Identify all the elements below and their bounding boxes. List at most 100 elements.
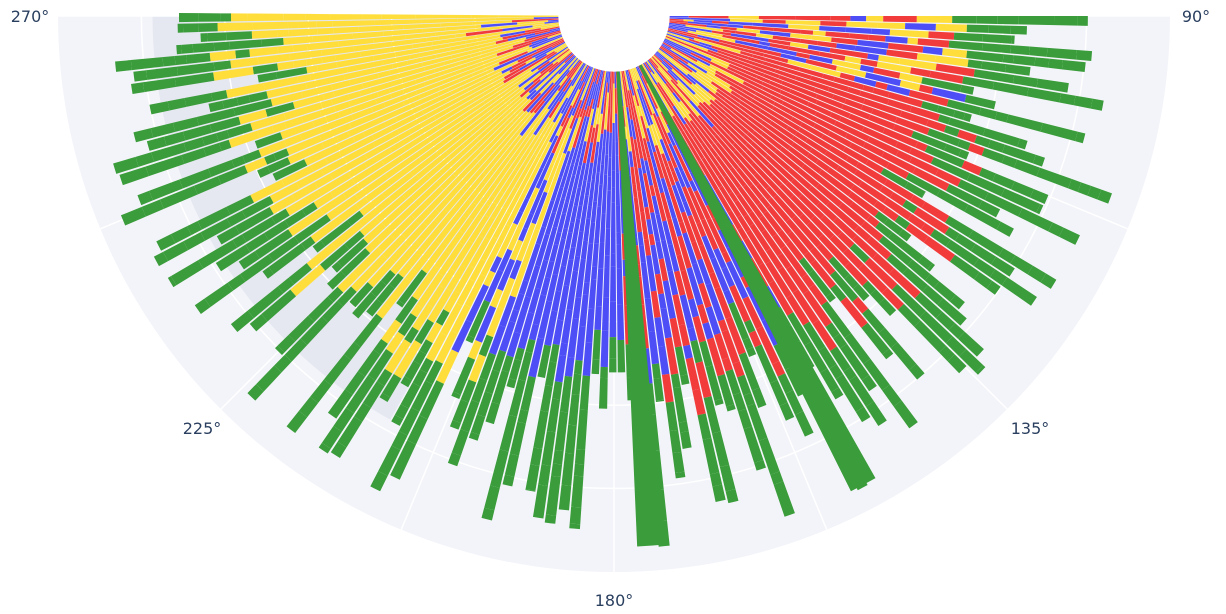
- bar-segment: [655, 214, 666, 241]
- bar-segment: [693, 38, 724, 49]
- bar-segment: [553, 54, 576, 77]
- bar-segment: [878, 327, 898, 348]
- bar-segment: [452, 149, 481, 178]
- bar-segment: [381, 319, 402, 344]
- bar-segment: [761, 131, 783, 151]
- bar-segment: [676, 79, 701, 104]
- bar-segment: [453, 356, 476, 395]
- bar-segment: [741, 65, 765, 77]
- bar-segment: [337, 238, 369, 268]
- bar-segment: [534, 58, 548, 68]
- bar-segment: [637, 191, 645, 213]
- bar-segment: [669, 22, 686, 27]
- bar-segment: [845, 155, 859, 168]
- bar-segment: [975, 365, 986, 375]
- bar-segment: [633, 67, 640, 81]
- bar-segment: [735, 30, 757, 37]
- bar-segment: [614, 88, 618, 114]
- bar-segment: [1017, 138, 1028, 150]
- bar-segment: [616, 268, 623, 293]
- bar-segment: [230, 57, 259, 69]
- bar-segment: [573, 59, 581, 69]
- bar-segment: [697, 114, 717, 137]
- bar-segment: [438, 63, 468, 76]
- bar-segment: [414, 319, 434, 345]
- bar-segment: [203, 142, 222, 157]
- bar-segment: [646, 60, 671, 94]
- bar-segment: [216, 226, 240, 245]
- bar-segment: [844, 98, 863, 110]
- bar-segment: [497, 51, 514, 60]
- bar-segment: [616, 291, 624, 305]
- bar-segment: [468, 97, 485, 110]
- bar-segment: [648, 233, 656, 246]
- bar-segment: [292, 94, 325, 109]
- bar-segment: [848, 33, 869, 40]
- bar-segment: [473, 57, 505, 72]
- bar-segment: [758, 437, 780, 475]
- bar-segment: [502, 187, 519, 210]
- bar-segment: [680, 130, 702, 162]
- bar-segment: [314, 173, 334, 189]
- bar-segment: [808, 269, 832, 297]
- bar-segment: [502, 164, 526, 201]
- bar-segment: [631, 68, 638, 81]
- bar-segment: [419, 91, 453, 110]
- bar-segment: [364, 180, 391, 203]
- bar-segment: [383, 90, 418, 108]
- bar-segment: [411, 380, 433, 412]
- bar-segment: [425, 360, 443, 385]
- bar-segment: [571, 373, 582, 395]
- bar-segment: [395, 46, 433, 57]
- bar-segment: [459, 214, 483, 246]
- bar-segment: [800, 122, 824, 139]
- bar-segment: [381, 14, 416, 20]
- bar-segment: [627, 90, 637, 125]
- bar-segment: [962, 76, 995, 90]
- bar-segment: [1077, 16, 1088, 26]
- bar-segment: [438, 34, 456, 40]
- bar-segment: [352, 132, 366, 143]
- bar-segment: [882, 206, 899, 222]
- bar-segment: [643, 238, 652, 256]
- bar-segment: [995, 111, 1009, 123]
- bar-segment: [480, 236, 498, 262]
- bar-segment: [516, 222, 536, 262]
- bar-segment: [907, 259, 931, 281]
- bar-segment: [560, 107, 569, 120]
- bar-segment: [566, 64, 588, 99]
- bar-segment: [546, 42, 566, 56]
- bar-segment: [471, 26, 501, 32]
- bar-segment: [557, 128, 572, 158]
- bar-segment: [469, 258, 486, 282]
- bar-segment: [691, 262, 704, 285]
- bar-segment: [459, 217, 474, 234]
- bar-segment: [297, 74, 312, 84]
- bar-segment: [504, 82, 520, 94]
- bar-segment: [967, 142, 985, 156]
- bar-segment: [263, 76, 299, 91]
- bar-segment: [391, 414, 404, 426]
- bar-segment: [897, 303, 921, 327]
- bar-segment: [667, 160, 675, 172]
- bar-segment: [854, 225, 871, 242]
- bar-segment: [570, 205, 578, 224]
- bar-segment: [610, 202, 616, 240]
- bar-segment: [754, 459, 766, 471]
- bar-segment: [526, 72, 542, 85]
- bar-segment: [895, 149, 913, 163]
- bar-segment: [831, 387, 844, 400]
- bar-segment: [691, 241, 703, 261]
- bar-segment: [624, 114, 632, 152]
- bar-segment: [560, 86, 577, 115]
- bar-segment: [1027, 265, 1047, 283]
- bar-segment: [359, 87, 372, 97]
- bar-segment: [693, 19, 713, 23]
- bar-segment: [286, 410, 308, 434]
- bar-segment: [503, 68, 521, 80]
- bar-segment: [669, 20, 688, 23]
- bar-segment: [672, 294, 686, 326]
- bar-segment: [638, 167, 649, 208]
- bar-segment: [598, 242, 605, 269]
- bar-segment: [878, 235, 913, 266]
